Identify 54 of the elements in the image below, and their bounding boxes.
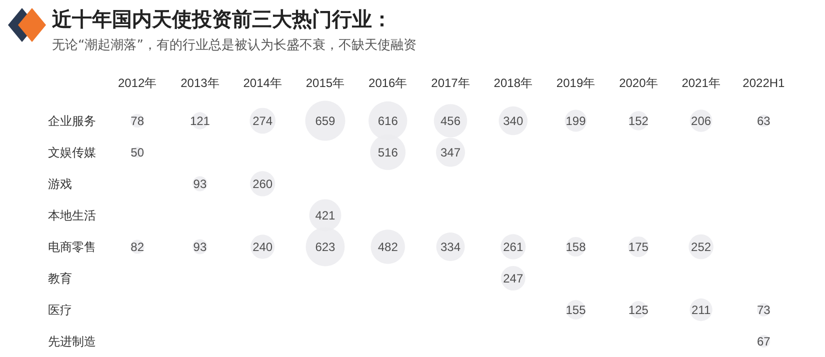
x-tick-label: 2016年 bbox=[368, 76, 408, 90]
x-tick-label: 2014年 bbox=[243, 76, 282, 90]
y-tick-label: 医疗 bbox=[48, 302, 72, 317]
y-tick-label: 本地生活 bbox=[48, 208, 96, 222]
data-label: 82 bbox=[130, 240, 144, 254]
y-tick-label: 游戏 bbox=[48, 176, 72, 191]
x-tick-label: 2015年 bbox=[306, 76, 345, 90]
data-label: 175 bbox=[628, 240, 649, 254]
data-label: 152 bbox=[628, 114, 649, 128]
x-tick-label: 2022H1 bbox=[742, 76, 786, 90]
data-label: 516 bbox=[378, 145, 398, 160]
data-label: 67 bbox=[757, 334, 771, 348]
data-label: 63 bbox=[757, 114, 771, 128]
y-tick-label: 企业服务 bbox=[48, 114, 96, 128]
x-tick-label: 2013年 bbox=[180, 76, 220, 90]
data-label: 261 bbox=[503, 240, 524, 254]
data-label: 456 bbox=[440, 114, 461, 128]
x-tick-label: 2017年 bbox=[431, 76, 470, 90]
data-label: 482 bbox=[378, 240, 398, 254]
data-label: 334 bbox=[440, 240, 461, 254]
data-label: 73 bbox=[757, 302, 771, 317]
data-label: 659 bbox=[315, 114, 336, 128]
data-label: 616 bbox=[378, 114, 398, 128]
data-label: 260 bbox=[252, 176, 273, 191]
data-label: 211 bbox=[691, 302, 711, 317]
data-label: 50 bbox=[130, 145, 144, 160]
data-label: 125 bbox=[628, 302, 649, 317]
data-label: 78 bbox=[130, 114, 144, 128]
data-label: 121 bbox=[190, 114, 210, 128]
data-label: 247 bbox=[503, 271, 524, 286]
x-tick-label: 2021年 bbox=[682, 76, 720, 90]
y-tick-label: 文娱传媒 bbox=[48, 145, 96, 160]
x-tick-label: 2012年 bbox=[118, 76, 157, 90]
y-tick-label: 先进制造 bbox=[48, 334, 96, 348]
y-tick-label: 电商零售 bbox=[48, 240, 96, 254]
data-label: 155 bbox=[566, 302, 586, 317]
data-label: 347 bbox=[440, 145, 461, 160]
data-label: 240 bbox=[252, 240, 273, 254]
data-label: 252 bbox=[691, 240, 712, 254]
data-label: 158 bbox=[566, 240, 586, 254]
chart-title: 近十年国内天使投资前三大热门行业： bbox=[52, 6, 392, 33]
data-label: 421 bbox=[315, 208, 336, 222]
data-label: 274 bbox=[252, 114, 273, 128]
data-label: 206 bbox=[691, 114, 712, 128]
chart-subtitle: 无论“潮起潮落”，有的行业总是被认为长盛不衰，不缺天使融资 bbox=[52, 37, 416, 54]
data-label: 623 bbox=[315, 240, 336, 254]
x-tick-label: 2019年 bbox=[556, 76, 596, 90]
data-label: 340 bbox=[503, 114, 524, 128]
y-tick-label: 教育 bbox=[48, 271, 72, 286]
data-label: 93 bbox=[193, 176, 207, 191]
data-label: 199 bbox=[566, 114, 586, 128]
x-tick-label: 2020年 bbox=[619, 76, 658, 90]
data-label: 93 bbox=[193, 240, 207, 254]
x-tick-label: 2018年 bbox=[494, 76, 532, 90]
